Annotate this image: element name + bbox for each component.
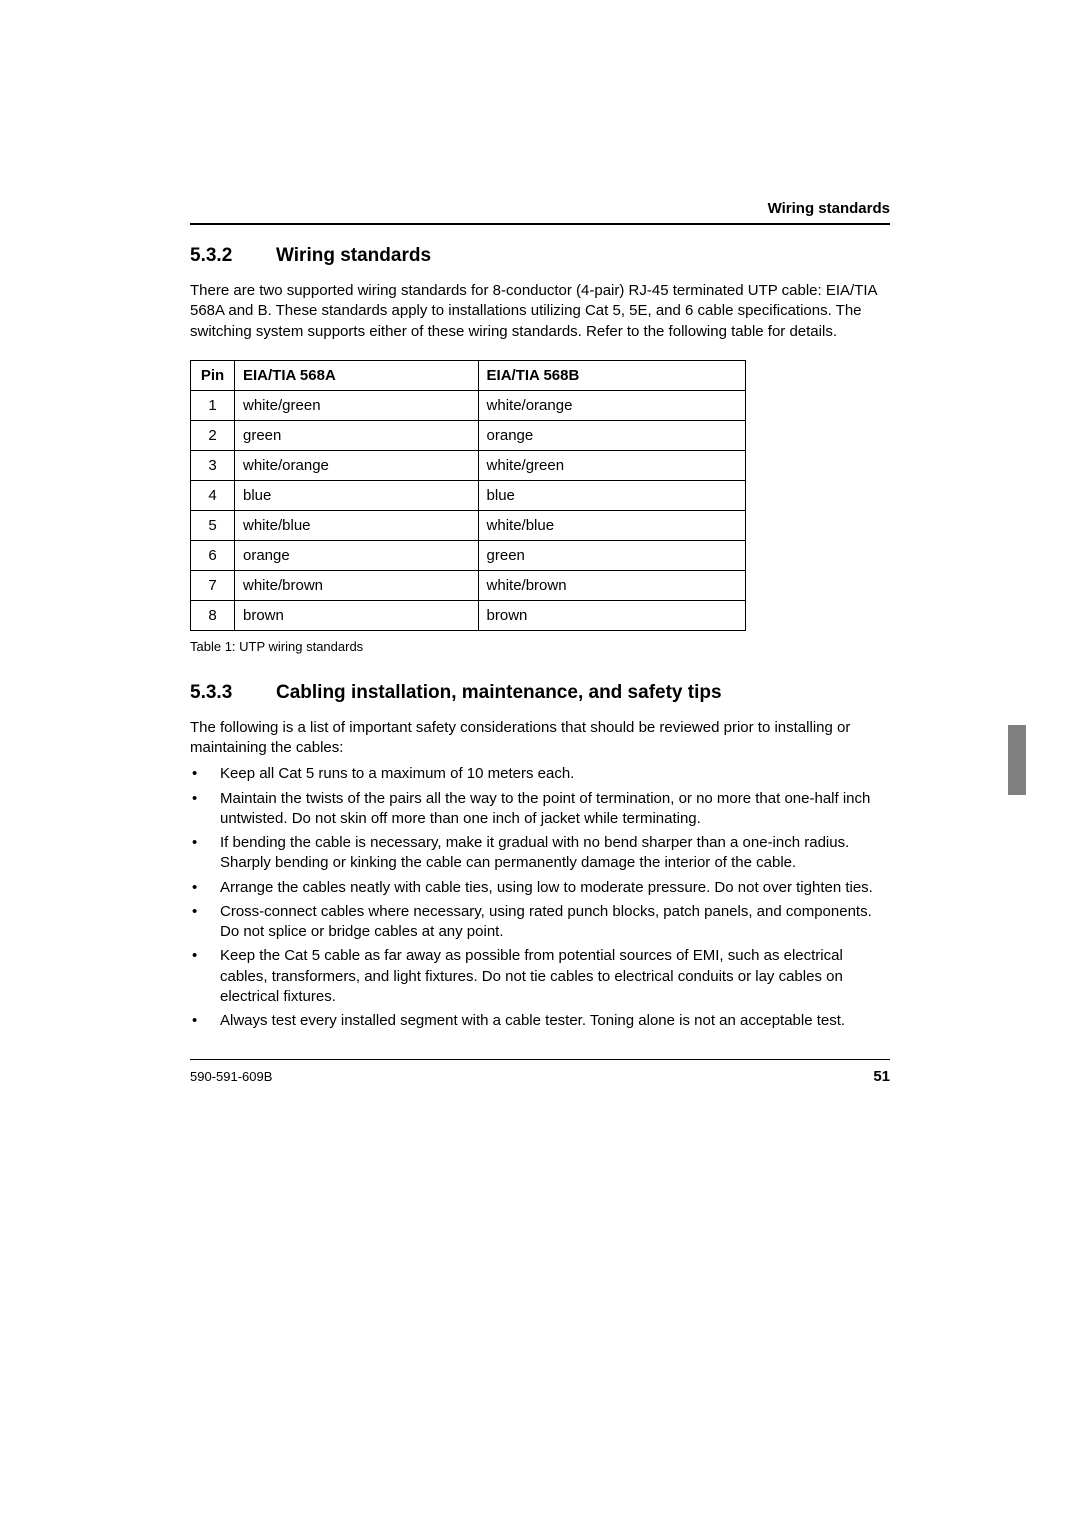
section-title: Wiring standards <box>276 245 431 267</box>
bullet-text: If bending the cable is necessary, make … <box>220 833 890 874</box>
cell-568b: green <box>478 540 745 570</box>
cell-568a: green <box>234 420 478 450</box>
section-intro: The following is a list of important saf… <box>190 718 890 759</box>
col-header-568a: EIA/TIA 568A <box>234 360 478 390</box>
section-number: 5.3.2 <box>190 245 276 267</box>
cell-pin: 5 <box>191 510 235 540</box>
table-row: 7 white/brown white/brown <box>191 570 746 600</box>
list-item: • Keep the Cat 5 cable as far away as po… <box>190 946 890 1007</box>
cell-568b: white/green <box>478 450 745 480</box>
list-item: • If bending the cable is necessary, mak… <box>190 833 890 874</box>
bullet-text: Arrange the cables neatly with cable tie… <box>220 878 890 898</box>
table-wrapper: Pin EIA/TIA 568A EIA/TIA 568B 1 white/gr… <box>190 360 890 631</box>
section-5-3-3: 5.3.3 Cabling installation, maintenance,… <box>190 682 890 1032</box>
section-title: Cabling installation, maintenance, and s… <box>276 682 722 704</box>
cell-pin: 3 <box>191 450 235 480</box>
table-row: 5 white/blue white/blue <box>191 510 746 540</box>
cell-568b: white/blue <box>478 510 745 540</box>
cell-568a: white/green <box>234 390 478 420</box>
cell-pin: 6 <box>191 540 235 570</box>
wiring-standards-table: Pin EIA/TIA 568A EIA/TIA 568B 1 white/gr… <box>190 360 746 631</box>
table-caption: Table 1: UTP wiring standards <box>190 639 890 654</box>
cell-pin: 8 <box>191 600 235 630</box>
table-row: 6 orange green <box>191 540 746 570</box>
cell-568b: white/orange <box>478 390 745 420</box>
bullet-text: Keep all Cat 5 runs to a maximum of 10 m… <box>220 764 890 784</box>
bullet-icon: • <box>190 764 220 784</box>
table-row: 4 blue blue <box>191 480 746 510</box>
cell-568a: brown <box>234 600 478 630</box>
cell-568b: orange <box>478 420 745 450</box>
page-content: Wiring standards 5.3.2 Wiring standards … <box>190 200 890 1085</box>
footer-page-number: 51 <box>873 1068 890 1085</box>
col-header-pin: Pin <box>191 360 235 390</box>
bullet-text: Keep the Cat 5 cable as far away as poss… <box>220 946 890 1007</box>
section-heading: 5.3.3 Cabling installation, maintenance,… <box>190 682 890 704</box>
section-paragraph: There are two supported wiring standards… <box>190 281 890 342</box>
list-item: • Keep all Cat 5 runs to a maximum of 10… <box>190 764 890 784</box>
cell-568a: white/brown <box>234 570 478 600</box>
bullet-icon: • <box>190 946 220 1007</box>
bullet-text: Maintain the twists of the pairs all the… <box>220 789 890 830</box>
cell-pin: 7 <box>191 570 235 600</box>
table-header-row: Pin EIA/TIA 568A EIA/TIA 568B <box>191 360 746 390</box>
cell-568b: white/brown <box>478 570 745 600</box>
safety-tips-list: • Keep all Cat 5 runs to a maximum of 10… <box>190 764 890 1031</box>
table-row: 1 white/green white/orange <box>191 390 746 420</box>
running-header: Wiring standards <box>190 200 890 225</box>
cell-568a: orange <box>234 540 478 570</box>
list-item: • Arrange the cables neatly with cable t… <box>190 878 890 898</box>
footer-doc-number: 590-591-609B <box>190 1069 272 1084</box>
section-5-3-2: 5.3.2 Wiring standards There are two sup… <box>190 245 890 342</box>
col-header-568b: EIA/TIA 568B <box>478 360 745 390</box>
list-item: • Maintain the twists of the pairs all t… <box>190 789 890 830</box>
bullet-text: Cross-connect cables where necessary, us… <box>220 902 890 943</box>
section-number: 5.3.3 <box>190 682 276 704</box>
thumb-tab <box>1008 725 1026 795</box>
bullet-icon: • <box>190 1011 220 1031</box>
cell-568a: blue <box>234 480 478 510</box>
cell-pin: 4 <box>191 480 235 510</box>
cell-568a: white/blue <box>234 510 478 540</box>
list-item: • Cross-connect cables where necessary, … <box>190 902 890 943</box>
list-item: • Always test every installed segment wi… <box>190 1011 890 1031</box>
cell-pin: 1 <box>191 390 235 420</box>
bullet-icon: • <box>190 902 220 943</box>
cell-568b: blue <box>478 480 745 510</box>
table-row: 3 white/orange white/green <box>191 450 746 480</box>
bullet-icon: • <box>190 833 220 874</box>
bullet-icon: • <box>190 878 220 898</box>
table-row: 8 brown brown <box>191 600 746 630</box>
page-footer: 590-591-609B 51 <box>190 1059 890 1085</box>
cell-pin: 2 <box>191 420 235 450</box>
bullet-icon: • <box>190 789 220 830</box>
cell-568b: brown <box>478 600 745 630</box>
cell-568a: white/orange <box>234 450 478 480</box>
section-heading: 5.3.2 Wiring standards <box>190 245 890 267</box>
table-row: 2 green orange <box>191 420 746 450</box>
bullet-text: Always test every installed segment with… <box>220 1011 890 1031</box>
